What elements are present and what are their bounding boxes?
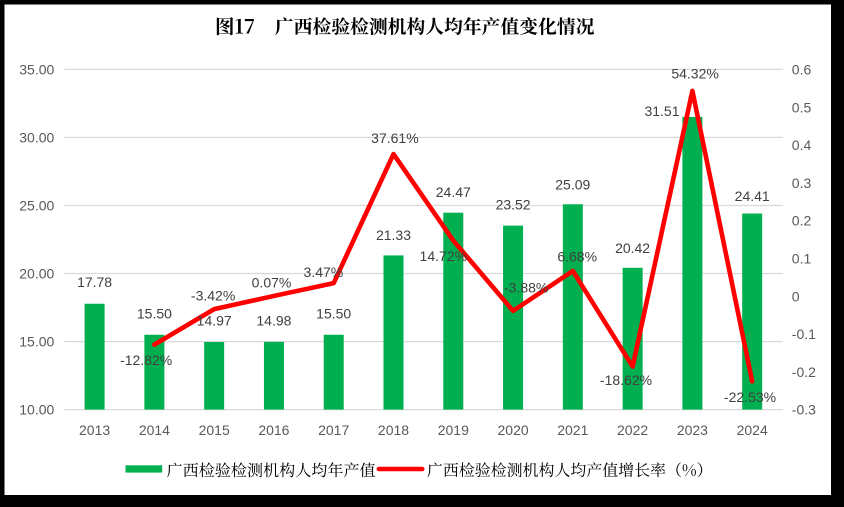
svg-text:-0.1: -0.1 <box>792 326 816 342</box>
svg-text:-22.53%: -22.53% <box>724 389 776 405</box>
svg-text:23.52: 23.52 <box>496 197 531 213</box>
svg-text:14.72%: 14.72% <box>420 248 467 264</box>
svg-text:0.6: 0.6 <box>792 62 812 78</box>
svg-text:30.00: 30.00 <box>19 130 54 146</box>
svg-text:25.09: 25.09 <box>555 176 590 192</box>
svg-text:2014: 2014 <box>139 422 170 438</box>
svg-text:6.68%: 6.68% <box>557 248 597 264</box>
svg-text:20.00: 20.00 <box>19 266 54 282</box>
svg-text:2020: 2020 <box>498 422 529 438</box>
svg-text:-3.88%: -3.88% <box>504 280 548 296</box>
svg-text:31.51: 31.51 <box>644 103 679 119</box>
svg-text:2022: 2022 <box>617 422 648 438</box>
svg-text:2021: 2021 <box>557 422 588 438</box>
svg-text:-18.62%: -18.62% <box>600 372 652 388</box>
svg-text:0.4: 0.4 <box>792 137 812 153</box>
svg-text:2016: 2016 <box>258 422 289 438</box>
svg-text:2013: 2013 <box>79 422 110 438</box>
svg-text:-0.2: -0.2 <box>792 364 816 380</box>
svg-text:14.98: 14.98 <box>256 312 291 328</box>
svg-text:3.47%: 3.47% <box>304 264 344 280</box>
svg-text:0.3: 0.3 <box>792 175 812 191</box>
svg-text:0: 0 <box>792 288 800 304</box>
svg-text:2024: 2024 <box>737 422 768 438</box>
svg-text:37.61%: 37.61% <box>371 130 418 146</box>
svg-text:24.47: 24.47 <box>436 184 471 200</box>
svg-text:10.00: 10.00 <box>19 402 54 418</box>
svg-text:0.2: 0.2 <box>792 213 812 229</box>
svg-text:2019: 2019 <box>438 422 469 438</box>
svg-text:15.00: 15.00 <box>19 334 54 350</box>
svg-text:35.00: 35.00 <box>19 62 54 78</box>
svg-text:-3.42%: -3.42% <box>191 288 235 304</box>
svg-text:14.97: 14.97 <box>197 313 232 329</box>
svg-text:17.78: 17.78 <box>77 274 112 290</box>
svg-text:2018: 2018 <box>378 422 409 438</box>
svg-text:0.1: 0.1 <box>792 251 812 267</box>
svg-text:0.5: 0.5 <box>792 99 812 115</box>
svg-text:2017: 2017 <box>318 422 349 438</box>
svg-text:54.32%: 54.32% <box>671 66 718 82</box>
svg-text:15.50: 15.50 <box>137 305 172 321</box>
svg-text:2015: 2015 <box>199 422 230 438</box>
svg-text:15.50: 15.50 <box>316 305 351 321</box>
svg-text:24.41: 24.41 <box>735 188 770 204</box>
svg-text:25.00: 25.00 <box>19 198 54 214</box>
svg-text:-0.3: -0.3 <box>792 402 816 418</box>
svg-text:2023: 2023 <box>677 422 708 438</box>
svg-text:0.07%: 0.07% <box>252 275 292 291</box>
svg-text:-12.82%: -12.82% <box>120 352 172 368</box>
svg-text:21.33: 21.33 <box>376 227 411 243</box>
svg-text:20.42: 20.42 <box>615 240 650 256</box>
